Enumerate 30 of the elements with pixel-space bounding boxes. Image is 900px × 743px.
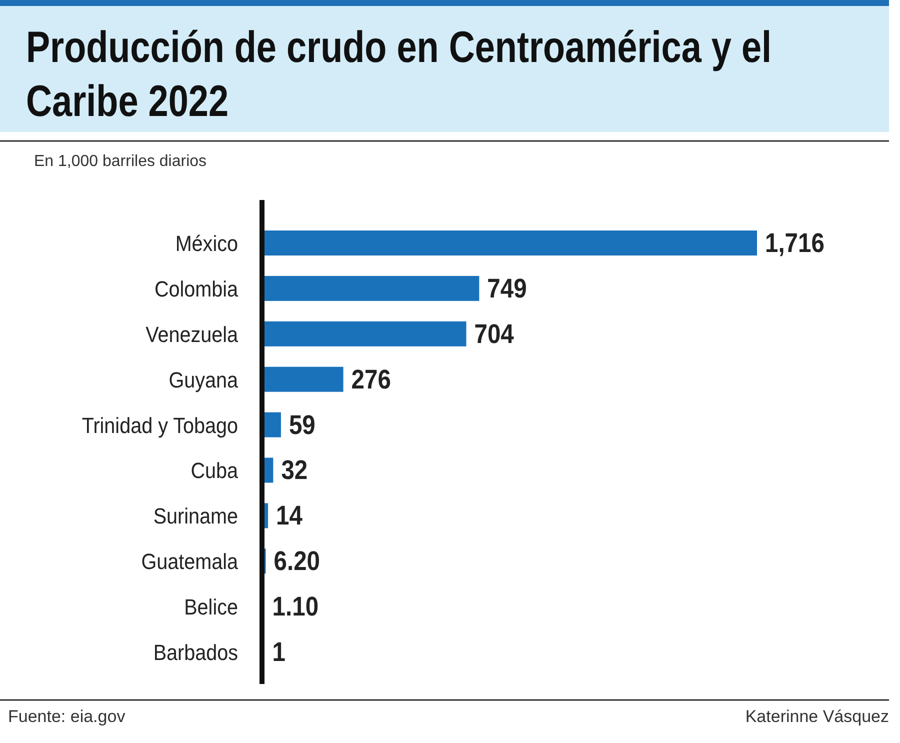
data-label: 1,716 <box>765 228 824 258</box>
y-tick-label: Trinidad y Tobago <box>82 414 238 438</box>
source-note: Fuente: eia.gov <box>8 707 126 726</box>
data-label: 749 <box>487 274 527 304</box>
bar <box>264 412 281 438</box>
data-label: 6.20 <box>274 546 320 576</box>
bar <box>264 230 757 256</box>
text: En 1,000 barriles diarios <box>34 153 207 170</box>
data-label: 1 <box>272 638 286 668</box>
text: Katerinne Vásquez <box>745 707 889 726</box>
y-tick-label: Belice <box>184 596 238 620</box>
data-label: 32 <box>281 456 308 486</box>
data-label: 276 <box>351 364 391 395</box>
data-label: 14 <box>276 501 302 532</box>
data-label: 59 <box>288 410 316 440</box>
bar <box>264 458 274 483</box>
y-tick-label: Barbados <box>153 641 238 666</box>
y-tick-label: Cuba <box>190 459 238 484</box>
chart-title: Producción de crudo en Centroamérica y el Caribe 2022 <box>26 22 772 126</box>
bar <box>264 321 466 346</box>
y-tick-label: México <box>175 232 238 256</box>
y-tick-label: Guyana <box>168 368 238 393</box>
y-tick-label: Suriname <box>153 504 238 529</box>
bar <box>264 366 344 392</box>
y-tick-label: Guatemala <box>141 550 238 574</box>
data-label: 704 <box>474 320 514 350</box>
bar <box>264 276 480 301</box>
y-tick-label: Venezuela <box>146 322 238 348</box>
y-tick-label: Colombia <box>154 278 238 302</box>
data-label: 1.10 <box>272 592 319 622</box>
